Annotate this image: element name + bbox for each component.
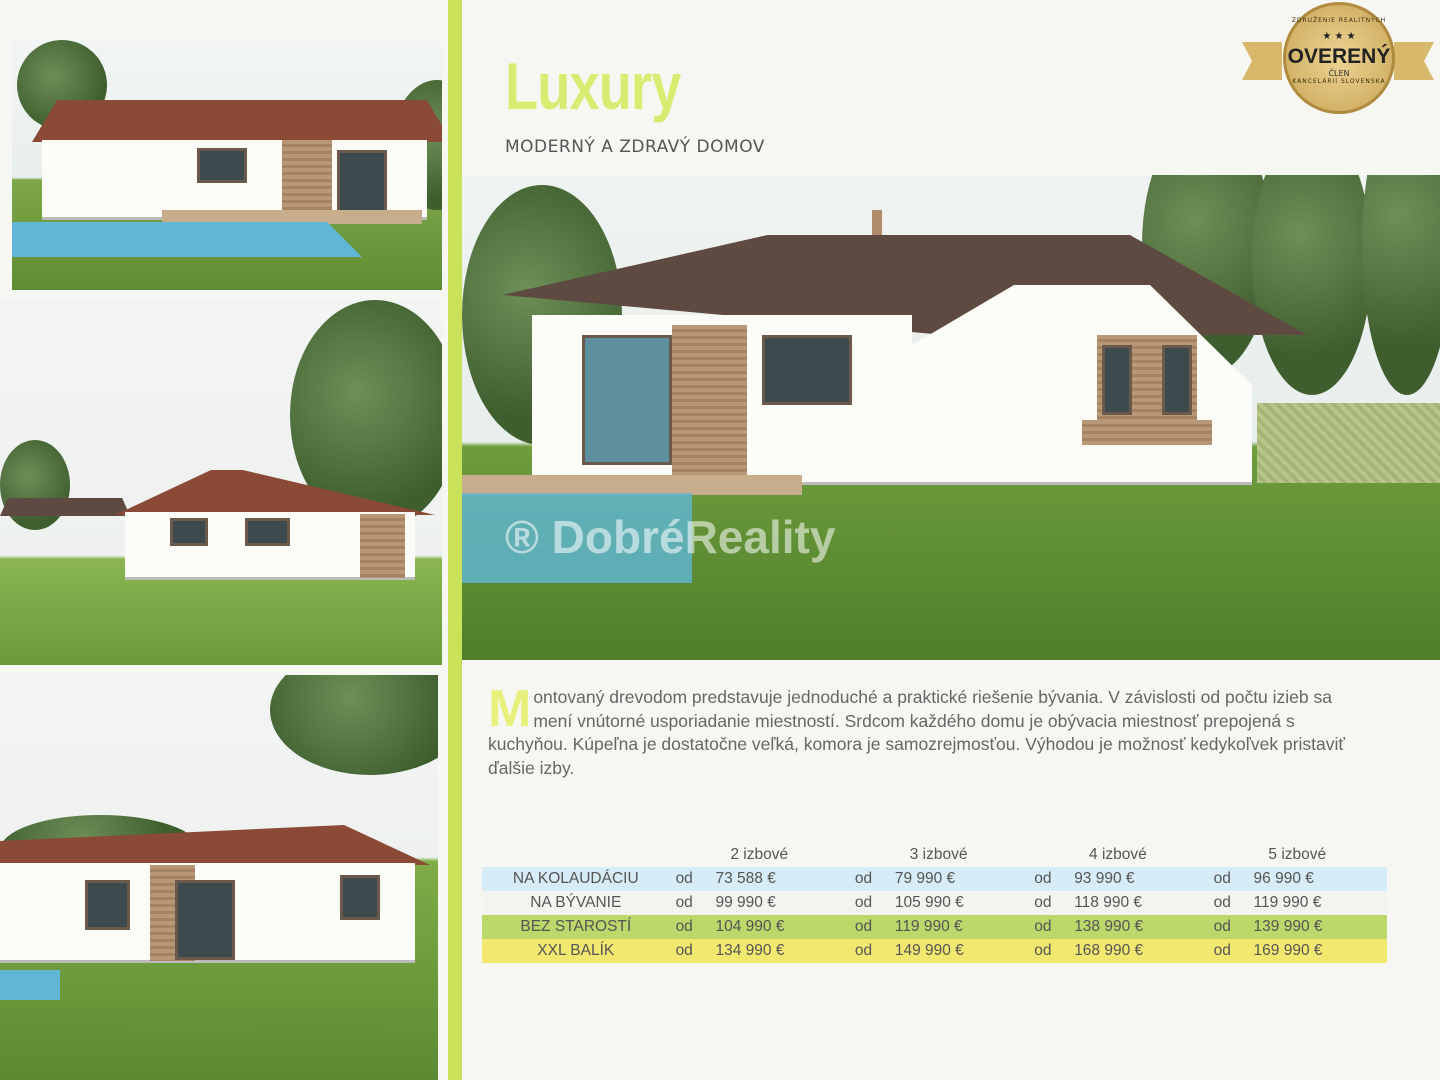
- row-label: XXL BALÍK: [537, 942, 615, 959]
- price-prefix: od: [1034, 894, 1052, 911]
- price-cell: 105 990 €: [894, 894, 964, 911]
- table-row: NA KOLAUDÁCIU od 73 588 € od 79 990 € od 93 99…: [482, 867, 1387, 891]
- drop-cap: M: [488, 680, 532, 738]
- badge-main: OVERENÝ: [1287, 45, 1391, 68]
- accent-bar: [448, 0, 462, 1080]
- price-cell: 134 990 €: [715, 942, 785, 959]
- price-cell: 73 588 €: [715, 870, 776, 887]
- price-prefix: od: [1034, 942, 1052, 959]
- price-cell: 168 990 €: [1074, 942, 1144, 959]
- price-prefix: od: [1034, 870, 1052, 887]
- badge-top: ZDRUŽENIE REALITNÝCH: [1291, 17, 1387, 24]
- column-header: 4 izbové: [1089, 846, 1147, 863]
- house-photo-1: [12, 40, 442, 290]
- price-cell: 119 990 €: [894, 918, 963, 935]
- table-row: XXL BALÍK od 134 990 € od 149 990 € od 168 990…: [482, 939, 1387, 963]
- price-cell: 169 990 €: [1253, 942, 1323, 959]
- watermark: ® DobréReality: [505, 511, 836, 563]
- price-cell: 149 990 €: [894, 942, 964, 959]
- price-cell: 138 990 €: [1074, 918, 1144, 935]
- row-label: NA KOLAUDÁCIU: [512, 870, 639, 887]
- house-photo-3: [0, 675, 438, 1080]
- price-prefix: od: [1213, 918, 1231, 935]
- table-row: NA BÝVANIE od 99 990 € od 105 990 € od 118 990…: [482, 891, 1387, 915]
- price-prefix: od: [675, 918, 693, 935]
- price-cell: 119 990 €: [1253, 894, 1322, 911]
- table-row: BEZ STAROSTÍ od 104 990 € od 119 990 € od 138 …: [482, 915, 1387, 939]
- table-header: 2 izbové 3 izbové 4 izbové 5 izbové: [482, 843, 1387, 867]
- house-photo-2: [0, 300, 442, 665]
- verified-member-badge: OVERENÝ ČLEN KANCELÁRIÍ SLOVENSKA ZDRUŽE…: [1240, 2, 1436, 122]
- row-label: NA BÝVANIE: [530, 894, 622, 911]
- price-prefix: od: [1213, 942, 1231, 959]
- price-cell: 96 990 €: [1253, 870, 1314, 887]
- price-cell: 99 990 €: [715, 894, 776, 911]
- price-prefix: od: [854, 870, 873, 887]
- price-cell: 139 990 €: [1253, 918, 1323, 935]
- page-title: Luxury: [505, 49, 681, 123]
- price-prefix: od: [675, 942, 693, 959]
- price-cell: 93 990 €: [1074, 870, 1135, 887]
- badge-bottom: KANCELÁRIÍ SLOVENSKA: [1292, 78, 1386, 85]
- price-prefix: od: [854, 942, 873, 959]
- description-text: ontovaný drevodom predstavuje jednoduché…: [488, 687, 1345, 778]
- price-prefix: od: [1213, 894, 1231, 911]
- price-cell: 104 990 €: [715, 918, 785, 935]
- price-cell: 79 990 €: [894, 870, 956, 887]
- row-label: BEZ STAROSTÍ: [520, 918, 632, 935]
- column-header: 3 izbové: [909, 846, 968, 863]
- main-house-photo: [462, 175, 1440, 660]
- badge-sub: ČLEN: [1328, 69, 1350, 78]
- price-prefix: od: [675, 870, 693, 887]
- price-prefix: od: [854, 918, 873, 935]
- column-header: 5 izbové: [1268, 846, 1327, 863]
- price-table: 2 izbové 3 izbové 4 izbové 5 izbové NA K…: [482, 843, 1387, 963]
- price-prefix: od: [675, 894, 693, 911]
- price-prefix: od: [854, 894, 873, 911]
- price-prefix: od: [1213, 870, 1231, 887]
- page-subtitle: MODERNÝ A ZDRAVÝ DOMOV: [505, 137, 765, 157]
- column-header: [482, 843, 670, 867]
- column-header: 2 izbové: [730, 846, 789, 863]
- badge-stars: ★ ★ ★: [1322, 31, 1356, 42]
- price-prefix: od: [1034, 918, 1052, 935]
- price-cell: 118 990 €: [1074, 894, 1142, 911]
